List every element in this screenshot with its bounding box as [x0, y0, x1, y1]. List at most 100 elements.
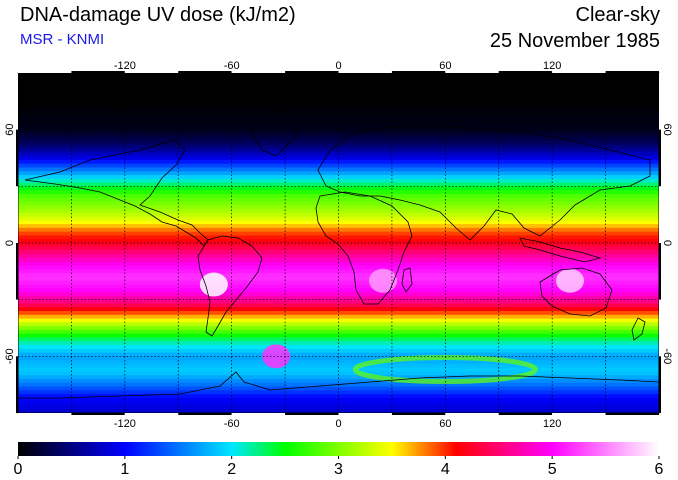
frame-bar-left: [16, 299, 18, 357]
frame-bar-right: [659, 73, 661, 130]
uv-band: [18, 125, 659, 131]
uv-band: [18, 159, 659, 165]
frame-bar-left: [16, 243, 18, 300]
frame-bar-top: [178, 71, 232, 73]
indonesia-coastline: [519, 237, 602, 263]
colorbar-tick-label: 6: [655, 461, 664, 478]
southern-africa-peak: [369, 268, 398, 293]
uv-band: [18, 133, 659, 138]
lon-tick-label-bottom: -60: [224, 418, 240, 430]
ozone-hole-peak: [262, 344, 291, 369]
uv-band: [18, 84, 659, 89]
uv-band: [18, 363, 659, 369]
lon-tick-label-top: 0: [335, 60, 341, 72]
uv-band: [18, 401, 659, 407]
lon-tick-label-bottom: 60: [439, 418, 451, 430]
uv-band: [18, 88, 659, 93]
uv-band: [18, 129, 659, 135]
frame-bar-left: [16, 356, 18, 413]
frame-bar-bottom: [71, 413, 125, 415]
uv-band: [18, 405, 659, 410]
uv-band: [18, 216, 659, 221]
map-axes: -120 -120 -60 -60 0 0 60 60 120 120 60 60 0 0 -60 -60: [4, 60, 673, 430]
lat-tick-label-left: 60: [4, 124, 16, 136]
australia-peak: [555, 268, 584, 293]
graticule: [18, 73, 659, 413]
uv-band: [18, 227, 659, 233]
lon-tick-label-top: 60: [439, 60, 451, 72]
uv-band: [18, 175, 659, 180]
uv-band: [18, 307, 659, 312]
uv-band: [18, 371, 659, 376]
colorbar-tick-label: 4: [441, 461, 450, 478]
continent-outlines: [18, 109, 659, 399]
eurasia-coastline: [317, 125, 651, 241]
uv-band: [18, 360, 659, 365]
frame-bar-bottom: [445, 413, 499, 415]
frame-bar-top: [71, 71, 125, 73]
uv-band: [18, 303, 659, 308]
frame-bar-bottom: [338, 413, 392, 415]
lat-tick-label-left: 0: [4, 240, 16, 246]
antarctica-coastline: [18, 371, 659, 399]
uv-band: [18, 209, 659, 214]
uv-band: [18, 356, 659, 361]
lon-tick-label-bottom: -120: [114, 418, 136, 430]
frame-bar-top: [445, 71, 499, 73]
uv-band: [18, 224, 659, 229]
uv-band: [18, 367, 659, 373]
lon-tick-label-top: -60: [224, 60, 240, 72]
chart-title: DNA-damage UV dose (kJ/m2): [20, 4, 296, 26]
uv-band: [18, 212, 659, 218]
colorbar-tick-label: 1: [120, 461, 129, 478]
madagascar-coastline: [401, 267, 413, 293]
uv-band: [18, 326, 659, 331]
colorbar: [18, 442, 659, 456]
frame-bar-top: [231, 71, 286, 73]
frame-bar-top: [338, 71, 392, 73]
frame-bar-right: [659, 243, 661, 300]
frame-bar-bottom: [178, 413, 232, 415]
uv-band: [18, 163, 659, 169]
frame-bar-left: [16, 186, 18, 243]
colorbar-tick-label: 3: [334, 461, 343, 478]
uv-band: [18, 322, 659, 327]
frame-bar-bottom: [18, 413, 72, 415]
uv-band: [18, 314, 659, 320]
uv-band: [18, 137, 659, 142]
colorbar-tick-label: 0: [14, 461, 23, 478]
frame-bar-left: [16, 129, 18, 187]
uv-band: [18, 258, 659, 263]
colorbar-tick-label: 2: [227, 461, 236, 478]
uv-band: [18, 269, 659, 274]
uv-band: [18, 118, 659, 123]
uv-band: [18, 280, 659, 286]
colorbar-tick-label: 5: [548, 461, 557, 478]
frame-bar-top: [498, 71, 553, 73]
frame-bar-right: [659, 299, 661, 357]
uv-band: [18, 318, 659, 323]
uv-band: [18, 311, 659, 316]
greenland-coastline: [249, 109, 301, 157]
frame-bar-top: [605, 71, 659, 73]
uv-band: [18, 261, 659, 267]
andes-peak: [199, 272, 228, 297]
lat-tick-label-right: 0: [661, 240, 673, 246]
colorbar-labels: 0 1 2 3 4 5 6: [14, 456, 664, 478]
lat-tick-label-right: -60: [661, 348, 673, 364]
uv-band: [18, 220, 659, 225]
frame-bar-bottom: [498, 413, 553, 415]
south-america-coastline: [197, 235, 263, 337]
uv-band: [18, 80, 659, 85]
uv-band: [18, 265, 659, 271]
lat-tick-label-right: 60: [661, 124, 673, 136]
australia-coastline: [539, 267, 613, 317]
lon-tick-label-top: 120: [543, 60, 561, 72]
lon-tick-label-bottom: 120: [543, 418, 561, 430]
uv-band: [18, 122, 659, 127]
frame-bar-top: [552, 71, 606, 73]
uv-band: [18, 409, 659, 413]
uv-band: [18, 352, 659, 357]
uv-band: [18, 231, 659, 237]
frame-bar-left: [16, 73, 18, 130]
